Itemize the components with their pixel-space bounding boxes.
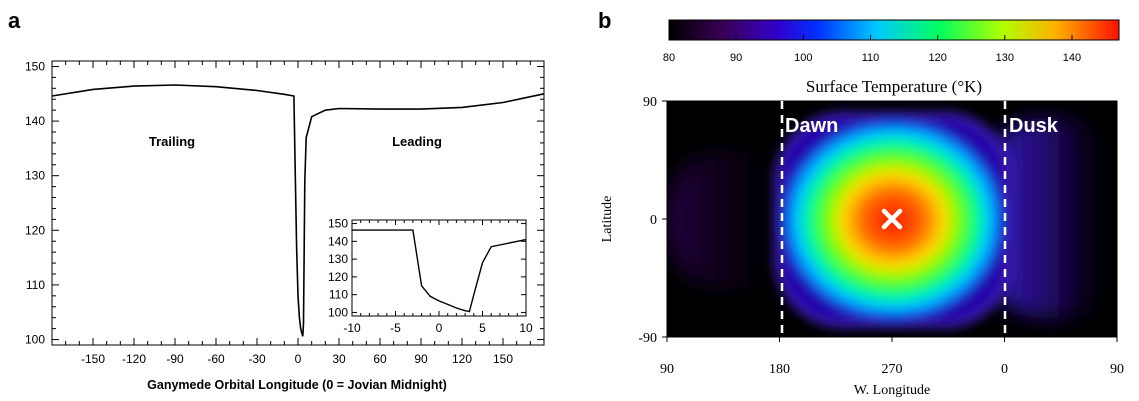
x-tick-label: 60 xyxy=(373,352,387,366)
colorbar-tick-labels: 80 90 100 110 120 130 140 xyxy=(663,52,1081,64)
colorbar-tick-label: 130 xyxy=(996,52,1014,64)
inset-background xyxy=(334,217,529,317)
x-tick-label: -60 xyxy=(207,352,225,366)
colorbar-tick-label: 140 xyxy=(1063,52,1081,64)
map-y-tick-label: 0 xyxy=(650,213,657,228)
map-y-tick-label: 90 xyxy=(643,95,657,110)
x-tick-label: -120 xyxy=(122,352,146,366)
colorbar-tick-label: 110 xyxy=(862,52,880,64)
inset-ticks xyxy=(351,220,527,316)
y-tick-label: 140 xyxy=(25,114,45,128)
panel-a-x-axis-label: Ganymede Orbital Longitude (0 = Jovian M… xyxy=(147,378,447,392)
inset-y-tick-label: 140 xyxy=(328,234,348,248)
map-x-tick-label: 90 xyxy=(1110,362,1124,377)
panel-a-letter: a xyxy=(8,8,21,33)
map-dusk-glow xyxy=(985,118,1117,318)
inset-x-tick-label: 5 xyxy=(479,321,486,335)
x-tick-label: 90 xyxy=(414,352,428,366)
inset-series-line xyxy=(352,229,527,313)
dawn-label: Dawn xyxy=(785,115,838,137)
inset-x-tick-label: -5 xyxy=(390,321,401,335)
panel-a-x-tick-labels: -150 -120 -90 -60 -30 0 30 60 90 120 150 xyxy=(81,352,513,366)
trailing-label: Trailing xyxy=(149,134,195,149)
map-x-tick-label: 270 xyxy=(882,362,903,377)
map-left-glow xyxy=(667,150,797,290)
x-tick-label: 120 xyxy=(452,352,472,366)
subsolar-marker xyxy=(881,208,903,230)
inset-x-tick-labels: -10 -5 0 5 10 xyxy=(343,321,533,335)
map-ticks xyxy=(662,100,1118,342)
x-tick-label: 30 xyxy=(332,352,346,366)
map-x-tick-label: 0 xyxy=(1001,362,1008,377)
panel-b-x-axis-label: W. Longitude xyxy=(854,383,930,398)
map-x-tick-label: 90 xyxy=(660,362,674,377)
y-tick-label: 130 xyxy=(25,169,45,183)
inset-y-tick-labels: 100 110 120 130 140 150 xyxy=(328,217,348,320)
y-tick-label: 150 xyxy=(25,59,45,73)
panel-b-x-tick-labels: 90 180 270 0 90 xyxy=(660,362,1124,377)
inset-y-tick-label: 130 xyxy=(328,252,348,266)
x-tick-label: -30 xyxy=(248,352,266,366)
colorbar-title: Surface Temperature (°K) xyxy=(806,77,982,96)
map-x-tick-label: 180 xyxy=(769,362,790,377)
colorbar-tick-label: 120 xyxy=(928,52,946,64)
inset-y-tick-label: 120 xyxy=(328,270,348,284)
inset-x-tick-label: 0 xyxy=(436,321,443,335)
colorbar-tick-label: 100 xyxy=(794,52,812,64)
colorbar-ticks xyxy=(668,35,1073,40)
x-tick-label: 0 xyxy=(295,352,302,366)
y-tick-label: 100 xyxy=(25,333,45,347)
inset-y-tick-label: 150 xyxy=(328,217,348,231)
panel-a-ticks xyxy=(51,61,545,345)
panel-a-series-line xyxy=(51,84,545,337)
panel-b-y-tick-labels: 90 0 -90 xyxy=(638,95,657,346)
panel-a-y-tick-labels: 100 110 120 130 140 150 xyxy=(25,59,45,346)
dusk-label: Dusk xyxy=(1009,115,1059,137)
leading-label: Leading xyxy=(392,134,442,149)
y-tick-label: 110 xyxy=(26,278,45,292)
x-tick-label: -150 xyxy=(81,352,105,366)
colorbar-tick-label: 90 xyxy=(730,52,742,64)
colorbar-tick-label: 80 xyxy=(663,52,675,64)
map-y-tick-label: -90 xyxy=(638,331,657,346)
colorbar xyxy=(668,19,1120,41)
x-tick-label: -90 xyxy=(166,352,184,366)
panel-b-y-axis-label: Latitude xyxy=(600,196,615,243)
x-tick-label: 150 xyxy=(493,352,513,366)
y-tick-label: 120 xyxy=(25,223,45,237)
inset-x-tick-label: 10 xyxy=(519,321,533,335)
inset-y-tick-label: 100 xyxy=(328,305,348,319)
inset-x-tick-label: -10 xyxy=(343,321,361,335)
panel-b-letter: b xyxy=(598,8,611,33)
inset-y-tick-label: 110 xyxy=(329,288,348,302)
